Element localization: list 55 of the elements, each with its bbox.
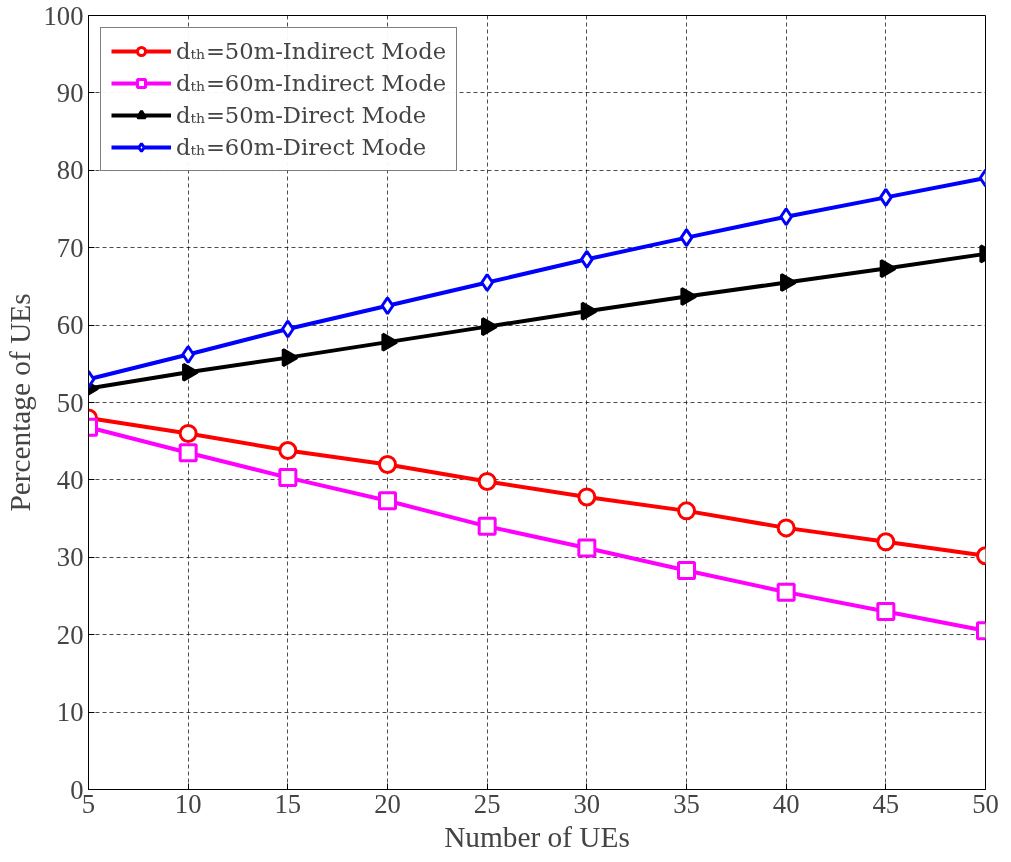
point: [677, 501, 696, 521]
point: [779, 207, 793, 227]
point: [580, 301, 598, 321]
legend-label: dₜₕ=60m-Direct Mode: [176, 134, 427, 160]
y-tick-label: 40: [56, 464, 84, 495]
point: [876, 532, 896, 552]
point: [182, 362, 199, 382]
point: [378, 491, 397, 511]
legend-label: dₜₕ=50m-Direct Mode: [176, 102, 427, 128]
y-tick-label: 10: [56, 697, 84, 728]
point: [378, 454, 397, 474]
y-tick-label: 20: [56, 619, 84, 650]
y-tick-label: 50: [56, 387, 84, 418]
y-tick-label: 70: [56, 232, 84, 263]
point: [480, 273, 494, 293]
x-tick-label: 30: [573, 788, 601, 819]
x-tick-label: 50: [972, 788, 999, 819]
x-tick-label: 45: [872, 788, 900, 819]
y-tick-label: 100: [43, 0, 84, 31]
y-tick-label: 0: [70, 774, 84, 805]
x-tick-label: 25: [473, 788, 501, 819]
point: [181, 345, 195, 365]
x-tick-label: 15: [274, 788, 302, 819]
point: [381, 332, 399, 352]
point: [677, 560, 696, 580]
point: [577, 487, 597, 507]
point: [577, 538, 597, 558]
point: [679, 228, 694, 248]
point: [281, 348, 299, 368]
y-tick-label: 80: [56, 155, 84, 186]
point: [278, 441, 298, 460]
point: [278, 468, 298, 488]
x-tick-label: 35: [673, 788, 700, 819]
point: [879, 187, 893, 207]
point: [380, 296, 395, 316]
legend-label: dₜₕ=50m-Indirect Mode: [176, 38, 447, 64]
point: [580, 249, 594, 269]
point: [776, 582, 796, 602]
x-tick-label: 40: [772, 788, 800, 819]
point: [876, 601, 896, 621]
point: [481, 317, 498, 337]
x-tick-label: 10: [174, 788, 202, 819]
y-axis-title: Percentage of UEs: [3, 293, 36, 512]
point: [477, 516, 497, 536]
x-tick-label: 20: [374, 788, 401, 819]
point: [776, 518, 796, 538]
point: [178, 423, 198, 443]
point: [178, 443, 198, 463]
x-axis-title: Number of UEs: [444, 820, 630, 853]
y-tick-label: 90: [56, 77, 84, 108]
legend-label: dₜₕ=60m-Indirect Mode: [176, 70, 447, 96]
y-tick-label: 30: [56, 542, 84, 573]
y-tick-label: 60: [56, 310, 84, 341]
point: [477, 471, 497, 491]
point: [281, 319, 295, 339]
